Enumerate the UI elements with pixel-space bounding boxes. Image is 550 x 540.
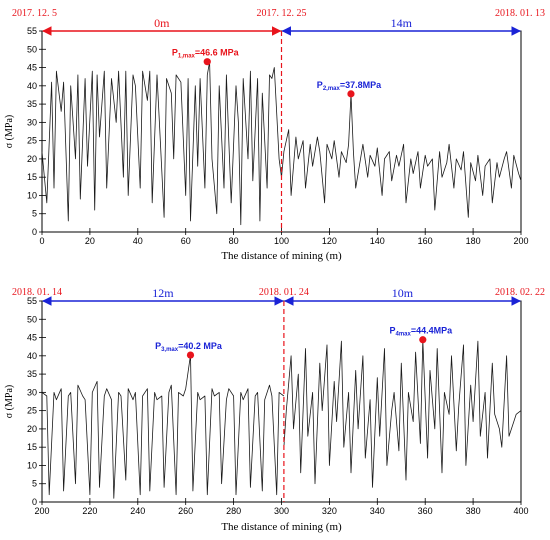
y-tick-label: 40 <box>27 351 37 361</box>
y-tick-label: 25 <box>27 406 37 416</box>
peak-marker-1 <box>203 58 211 66</box>
x-tick-label: 300 <box>274 506 289 516</box>
y-tick-label: 45 <box>27 63 37 73</box>
x-axis-label: The distance of mining (m) <box>221 250 342 262</box>
date-label: 2017. 12. 25 <box>257 8 307 19</box>
y-tick-label: 10 <box>27 190 37 200</box>
x-tick-label: 380 <box>466 506 481 516</box>
y-axis-label: σ (MPa) <box>4 385 15 418</box>
x-tick-label: 240 <box>130 506 145 516</box>
stress-trace-1 <box>41 354 285 499</box>
x-tick-label: 200 <box>34 506 49 516</box>
y-tick-label: 25 <box>27 136 37 146</box>
x-tick-label: 80 <box>229 236 239 246</box>
x-tick-label: 60 <box>181 236 191 246</box>
y-axis-label: σ (MPa) <box>4 115 15 148</box>
peak-marker-2 <box>419 336 427 344</box>
peak-marker-1 <box>186 351 195 359</box>
stress-trace-1 <box>41 61 282 226</box>
y-tick-label: 55 <box>27 296 37 306</box>
x-tick-label: 160 <box>418 236 433 246</box>
chart-top: 0 5 10 15 20 25 30 35 40 45 50 55 0 20 40 60 80 100 120 140… <box>4 8 545 262</box>
x-tick-label: 340 <box>370 506 385 516</box>
y-tick-label: 5 <box>32 209 37 219</box>
y-tick-label: 45 <box>27 333 37 343</box>
segment-label: 0m <box>154 16 170 30</box>
y-tick-label: 50 <box>27 314 37 324</box>
y-tick-label: 10 <box>27 460 37 470</box>
x-axis-label: The distance of mining (m) <box>221 521 342 533</box>
y-tick-label: 15 <box>27 172 37 182</box>
x-tick-label: 260 <box>178 506 193 516</box>
y-tick-label: 5 <box>32 479 37 489</box>
y-tick-label: 0 <box>32 227 37 237</box>
x-tick-label: 400 <box>513 506 528 516</box>
y-tick-label: 50 <box>27 44 37 54</box>
date-label: 2018. 01. 14 <box>12 287 62 298</box>
x-tick-label: 220 <box>82 506 97 516</box>
stress-trace-2 <box>281 93 522 218</box>
segment-label: 10m <box>392 286 414 300</box>
y-tick-label: 30 <box>27 387 37 397</box>
peak-marker-2 <box>347 90 355 98</box>
peak-annotation-1: P3,max=40.2 MPa <box>155 341 223 353</box>
x-tick-label: 280 <box>226 506 241 516</box>
stress-trace-2 <box>283 339 522 488</box>
y-tick-label: 35 <box>27 369 37 379</box>
x-tick-label: 360 <box>418 506 433 516</box>
x-tick-label: 120 <box>322 236 337 246</box>
x-tick-label: 320 <box>322 506 337 516</box>
x-tick-label: 200 <box>513 236 528 246</box>
date-label: 2017. 12. 5 <box>12 8 57 19</box>
y-tick-label: 20 <box>27 424 37 434</box>
y-tick-label: 40 <box>27 81 37 91</box>
chart-bottom: 0 5 10 15 20 25 30 35 40 45 50 55 200 220 240 260 280 300… <box>4 286 545 533</box>
date-label: 2018. 02. 22 <box>495 287 545 298</box>
date-label: 2018. 01. 24 <box>259 287 309 298</box>
x-tick-label: 100 <box>274 236 289 246</box>
x-tick-label: 180 <box>466 236 481 246</box>
peak-annotation-2: P2,max=37.8MPa <box>317 80 382 92</box>
x-tick-label: 0 <box>39 236 44 246</box>
y-tick-label: 20 <box>27 154 37 164</box>
peak-annotation-1: P1,max=46.6 MPa <box>172 48 240 60</box>
y-tick-label: 15 <box>27 442 37 452</box>
y-tick-label: 0 <box>32 497 37 507</box>
date-label: 2018. 01. 13 <box>495 8 545 19</box>
peak-annotation-2: P4max=44.4MPa <box>389 326 453 338</box>
y-tick-label: 30 <box>27 117 37 127</box>
y-tick-label: 35 <box>27 99 37 109</box>
x-tick-label: 20 <box>85 236 95 246</box>
segment-label: 14m <box>391 16 413 30</box>
x-tick-label: 140 <box>370 236 385 246</box>
x-tick-label: 40 <box>133 236 143 246</box>
segment-label: 12m <box>152 286 174 300</box>
y-tick-label: 55 <box>27 26 37 36</box>
